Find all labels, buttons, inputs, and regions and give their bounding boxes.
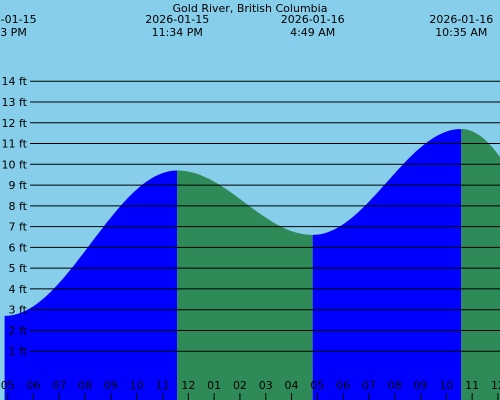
x-tick-label-2: 07 <box>52 379 66 392</box>
falling-tide-area-1 <box>177 170 313 400</box>
extreme-time-2: 4:49 AM <box>290 26 335 39</box>
x-tick-label-7: 12 <box>181 379 195 392</box>
y-tick-labels: 1 ft 2 ft 3 ft 4 ft 5 ft 6 ft 7 ft 8 ft 9 ft 10 f… <box>2 75 28 358</box>
y-tick-label-4: 4 ft <box>9 283 28 296</box>
y-tick-label-8: 8 ft <box>9 200 28 213</box>
extreme-time-3: 10:35 AM <box>435 26 487 39</box>
y-tick-label-9: 9 ft <box>9 179 28 192</box>
x-tick-label-17: 10 <box>439 379 453 392</box>
y-tick-label-12: 12 ft <box>2 117 28 130</box>
rising-tide-area-2 <box>312 129 462 400</box>
extreme-time-0: 5:53 PM <box>0 26 27 39</box>
extreme-time-1: 11:34 PM <box>152 26 203 39</box>
x-tick-label-19: 12 <box>491 379 500 392</box>
x-tick-label-0: 05 <box>1 379 15 392</box>
x-tick-label-14: 07 <box>362 379 376 392</box>
x-tick-label-15: 08 <box>388 379 402 392</box>
extreme-date-3: 2026-01-16 <box>429 13 493 26</box>
x-tick-label-13: 06 <box>336 379 350 392</box>
x-tick-label-9: 02 <box>233 379 247 392</box>
x-tick-label-3: 08 <box>78 379 92 392</box>
x-tick-label-18: 11 <box>465 379 479 392</box>
y-tick-label-5: 5 ft <box>9 262 28 275</box>
x-tick-label-16: 09 <box>414 379 428 392</box>
y-tick-label-6: 6 ft <box>9 241 28 254</box>
x-tick-label-6: 11 <box>156 379 170 392</box>
y-tick-label-14: 14 ft <box>2 75 28 88</box>
extreme-date-2: 2026-01-16 <box>281 13 345 26</box>
y-tick-label-13: 13 ft <box>2 96 28 109</box>
x-tick-label-12: 05 <box>310 379 324 392</box>
y-tick-label-11: 11 ft <box>2 138 28 151</box>
x-tick-label-4: 09 <box>104 379 118 392</box>
y-tick-label-10: 10 ft <box>2 158 28 171</box>
chart-title: Gold River, British Columbia <box>173 2 328 15</box>
y-tick-label-2: 2 ft <box>9 324 28 337</box>
rising-tide-area-0 <box>4 170 178 400</box>
grid-layer <box>30 80 500 352</box>
y-tick-label-1: 1 ft <box>9 345 28 358</box>
x-tick-label-8: 01 <box>207 379 221 392</box>
extreme-date-0: 2026-01-15 <box>0 13 37 26</box>
y-tick-label-7: 7 ft <box>9 221 28 234</box>
falling-tide-area-3 <box>461 129 500 400</box>
x-tick-label-5: 10 <box>130 379 144 392</box>
y-tick-label-3: 3 ft <box>9 304 28 317</box>
extreme-date-1: 2026-01-15 <box>145 13 209 26</box>
x-tick-label-1: 06 <box>27 379 41 392</box>
x-tick-label-10: 03 <box>259 379 273 392</box>
x-tick-labels: 05 06 07 08 09 10 11 12 01 02 03 04 05 06 07 08 09 10 11 12 <box>1 379 500 400</box>
tide-fill-layer <box>4 129 500 400</box>
x-tick-label-11: 04 <box>285 379 299 392</box>
